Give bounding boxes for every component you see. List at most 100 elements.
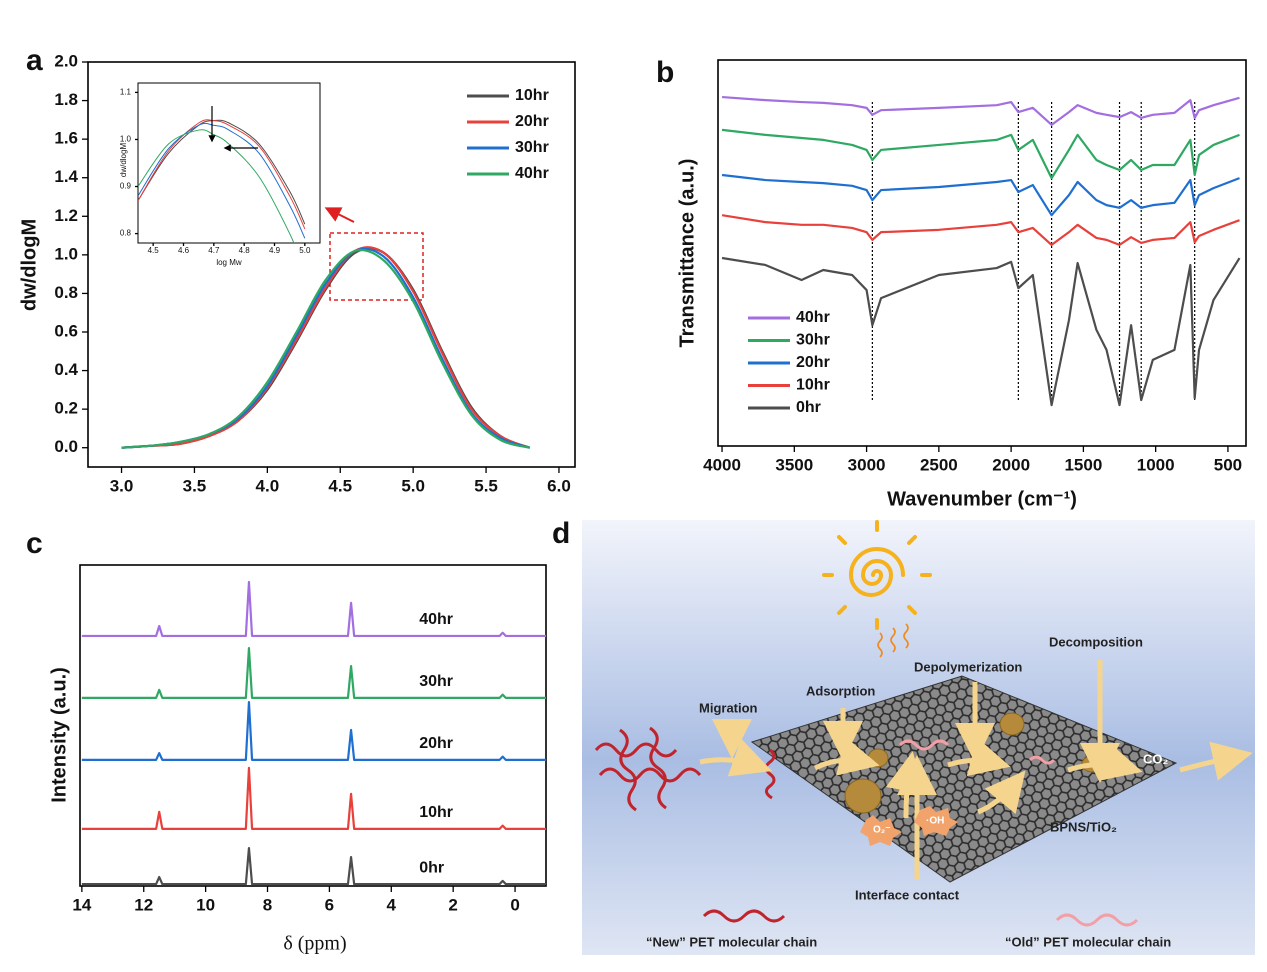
- x-axis-label: log Mw: [216, 258, 242, 267]
- x-tick-label: 4.6: [178, 246, 190, 255]
- step-label: Adsorption: [806, 683, 875, 698]
- x-tick-label: 4000: [703, 455, 741, 474]
- x-tick-label: 2500: [920, 455, 958, 474]
- plot-frame: [137, 82, 321, 244]
- legend-label: 0hr: [796, 399, 821, 416]
- x-tick-label: 3.0: [110, 476, 134, 495]
- x-axis-label: δ (ppm): [283, 933, 346, 955]
- y-tick-label: 1.4: [54, 167, 78, 186]
- y-tick-label: 1.0: [120, 135, 132, 144]
- y-axis-label: Intensity (a.u.): [48, 667, 70, 803]
- series-line: [721, 95, 1240, 126]
- series-line: [81, 766, 546, 830]
- x-tick-label: 3000: [848, 455, 886, 474]
- series-line: [138, 119, 306, 225]
- series-line: [81, 700, 546, 761]
- radical-badge: [914, 806, 958, 836]
- step-label: Decomposition: [1049, 634, 1143, 649]
- series-label: 0hr: [419, 859, 444, 876]
- series-label: 30hr: [419, 673, 453, 690]
- legend-label: “Old” PET molecular chain: [1005, 934, 1171, 949]
- y-tick-label: 0.8: [54, 283, 78, 302]
- series-line: [721, 173, 1240, 217]
- series-line: [121, 248, 531, 449]
- y-tick-label: 0.2: [54, 399, 78, 418]
- x-tick-label: 4.7: [208, 246, 220, 255]
- panel-letter: b: [656, 56, 674, 89]
- x-tick-label: 3.5: [183, 476, 207, 495]
- y-tick-label: 1.8: [54, 90, 78, 109]
- panel-letter: a: [26, 44, 43, 77]
- mechanism-diagram: Migration Adsorption Depolymerization De…: [582, 520, 1255, 955]
- x-tick-label: 12: [134, 895, 153, 914]
- series-line: [721, 128, 1240, 180]
- sun: [822, 520, 932, 630]
- radical-badge: [860, 815, 902, 846]
- series-label: 20hr: [419, 735, 453, 752]
- x-tick-label: 6: [325, 895, 334, 914]
- legend-label: 40hr: [515, 165, 549, 182]
- step-label: Depolymerization: [914, 659, 1022, 674]
- x-tick-label: 10: [196, 895, 215, 914]
- x-tick-label: 5.0: [299, 246, 311, 255]
- y-axis-label: dw/dlogM: [119, 143, 128, 178]
- x-axis-label: Wavenumber (cm⁻¹): [887, 488, 1077, 510]
- y-tick-label: 1.1: [120, 88, 132, 97]
- x-tick-label: 1000: [1137, 455, 1175, 474]
- y-tick-label: 0.6: [54, 321, 78, 340]
- old-chains: [898, 739, 1139, 927]
- x-tick-label: 4.5: [148, 246, 160, 255]
- series-label: 40hr: [419, 611, 453, 628]
- flow-arrows: [699, 660, 1253, 880]
- y-tick-label: 0.9: [120, 182, 132, 191]
- series-line: [138, 122, 306, 239]
- y-tick-label: 2.0: [54, 51, 78, 70]
- legend-label: 20hr: [515, 113, 549, 130]
- series-line: [81, 647, 546, 699]
- chart-panel: 3.0 3.5 4.0 4.5 5.0 5.5 6.0 0.0 0.2 0.4 0.6 0.8 1.0 1…: [18, 51, 576, 495]
- legend-label: 10hr: [515, 87, 549, 104]
- interface-label: Interface contact: [855, 887, 960, 902]
- series-line: [121, 246, 531, 449]
- zoom-box: [329, 232, 424, 301]
- y-tick-label: 1.0: [54, 244, 78, 263]
- series-line: [721, 214, 1240, 246]
- chart-panel: 4000 3500 3000 2500 2000 1500 1000 500 40hr 30hr 2…: [676, 59, 1247, 510]
- legend-label: “New” PET molecular chain: [646, 934, 817, 949]
- series-line: [721, 256, 1241, 407]
- y-tick-label: 0.8: [120, 229, 132, 238]
- panel-letter: c: [26, 527, 43, 560]
- legend-label: 20hr: [796, 354, 830, 371]
- x-tick-label: 4: [387, 895, 397, 914]
- x-tick-label: 14: [72, 895, 91, 914]
- series-line: [81, 847, 546, 886]
- y-axis-label: Transmittance (a.u.): [676, 159, 698, 348]
- series-label: 10hr: [419, 804, 453, 821]
- radical-label: O₂⁻: [873, 825, 891, 836]
- x-tick-label: 2000: [992, 455, 1030, 474]
- x-tick-label: 4.9: [269, 246, 281, 255]
- x-tick-label: 8: [263, 895, 272, 914]
- x-tick-label: 5.0: [401, 476, 425, 495]
- catalyst-label: BPNS/TiO₂: [1050, 819, 1117, 834]
- y-tick-label: 0.4: [54, 360, 78, 379]
- x-tick-label: 6.0: [547, 476, 571, 495]
- y-tick-label: 1.2: [54, 206, 78, 225]
- x-tick-label: 3500: [775, 455, 813, 474]
- x-tick-label: 4.0: [256, 476, 280, 495]
- chart-panel: 4.5 4.6 4.7 4.8 4.9 5.0 0.8 0.9 1.0 1.1 log Mw dw/d…: [119, 82, 321, 267]
- series-line: [138, 129, 295, 243]
- y-axis-label: dw/dlogM: [18, 219, 40, 311]
- light-waves: [877, 623, 909, 658]
- plot-frame: [79, 564, 547, 887]
- x-tick-label: 2: [448, 895, 457, 914]
- x-tick-label: 4.8: [239, 246, 251, 255]
- panel-letter: d: [552, 517, 570, 550]
- y-tick-label: 1.6: [54, 129, 78, 148]
- chart-panel: 14 12 10 8 6 4 2 0 40hr 30hr 20hr 10hr 0hr δ (ppm) Int…: [48, 564, 547, 955]
- legend-label: 30hr: [796, 332, 830, 349]
- series-line: [81, 580, 546, 638]
- x-tick-label: 1500: [1064, 455, 1102, 474]
- legend-label: 40hr: [796, 309, 830, 326]
